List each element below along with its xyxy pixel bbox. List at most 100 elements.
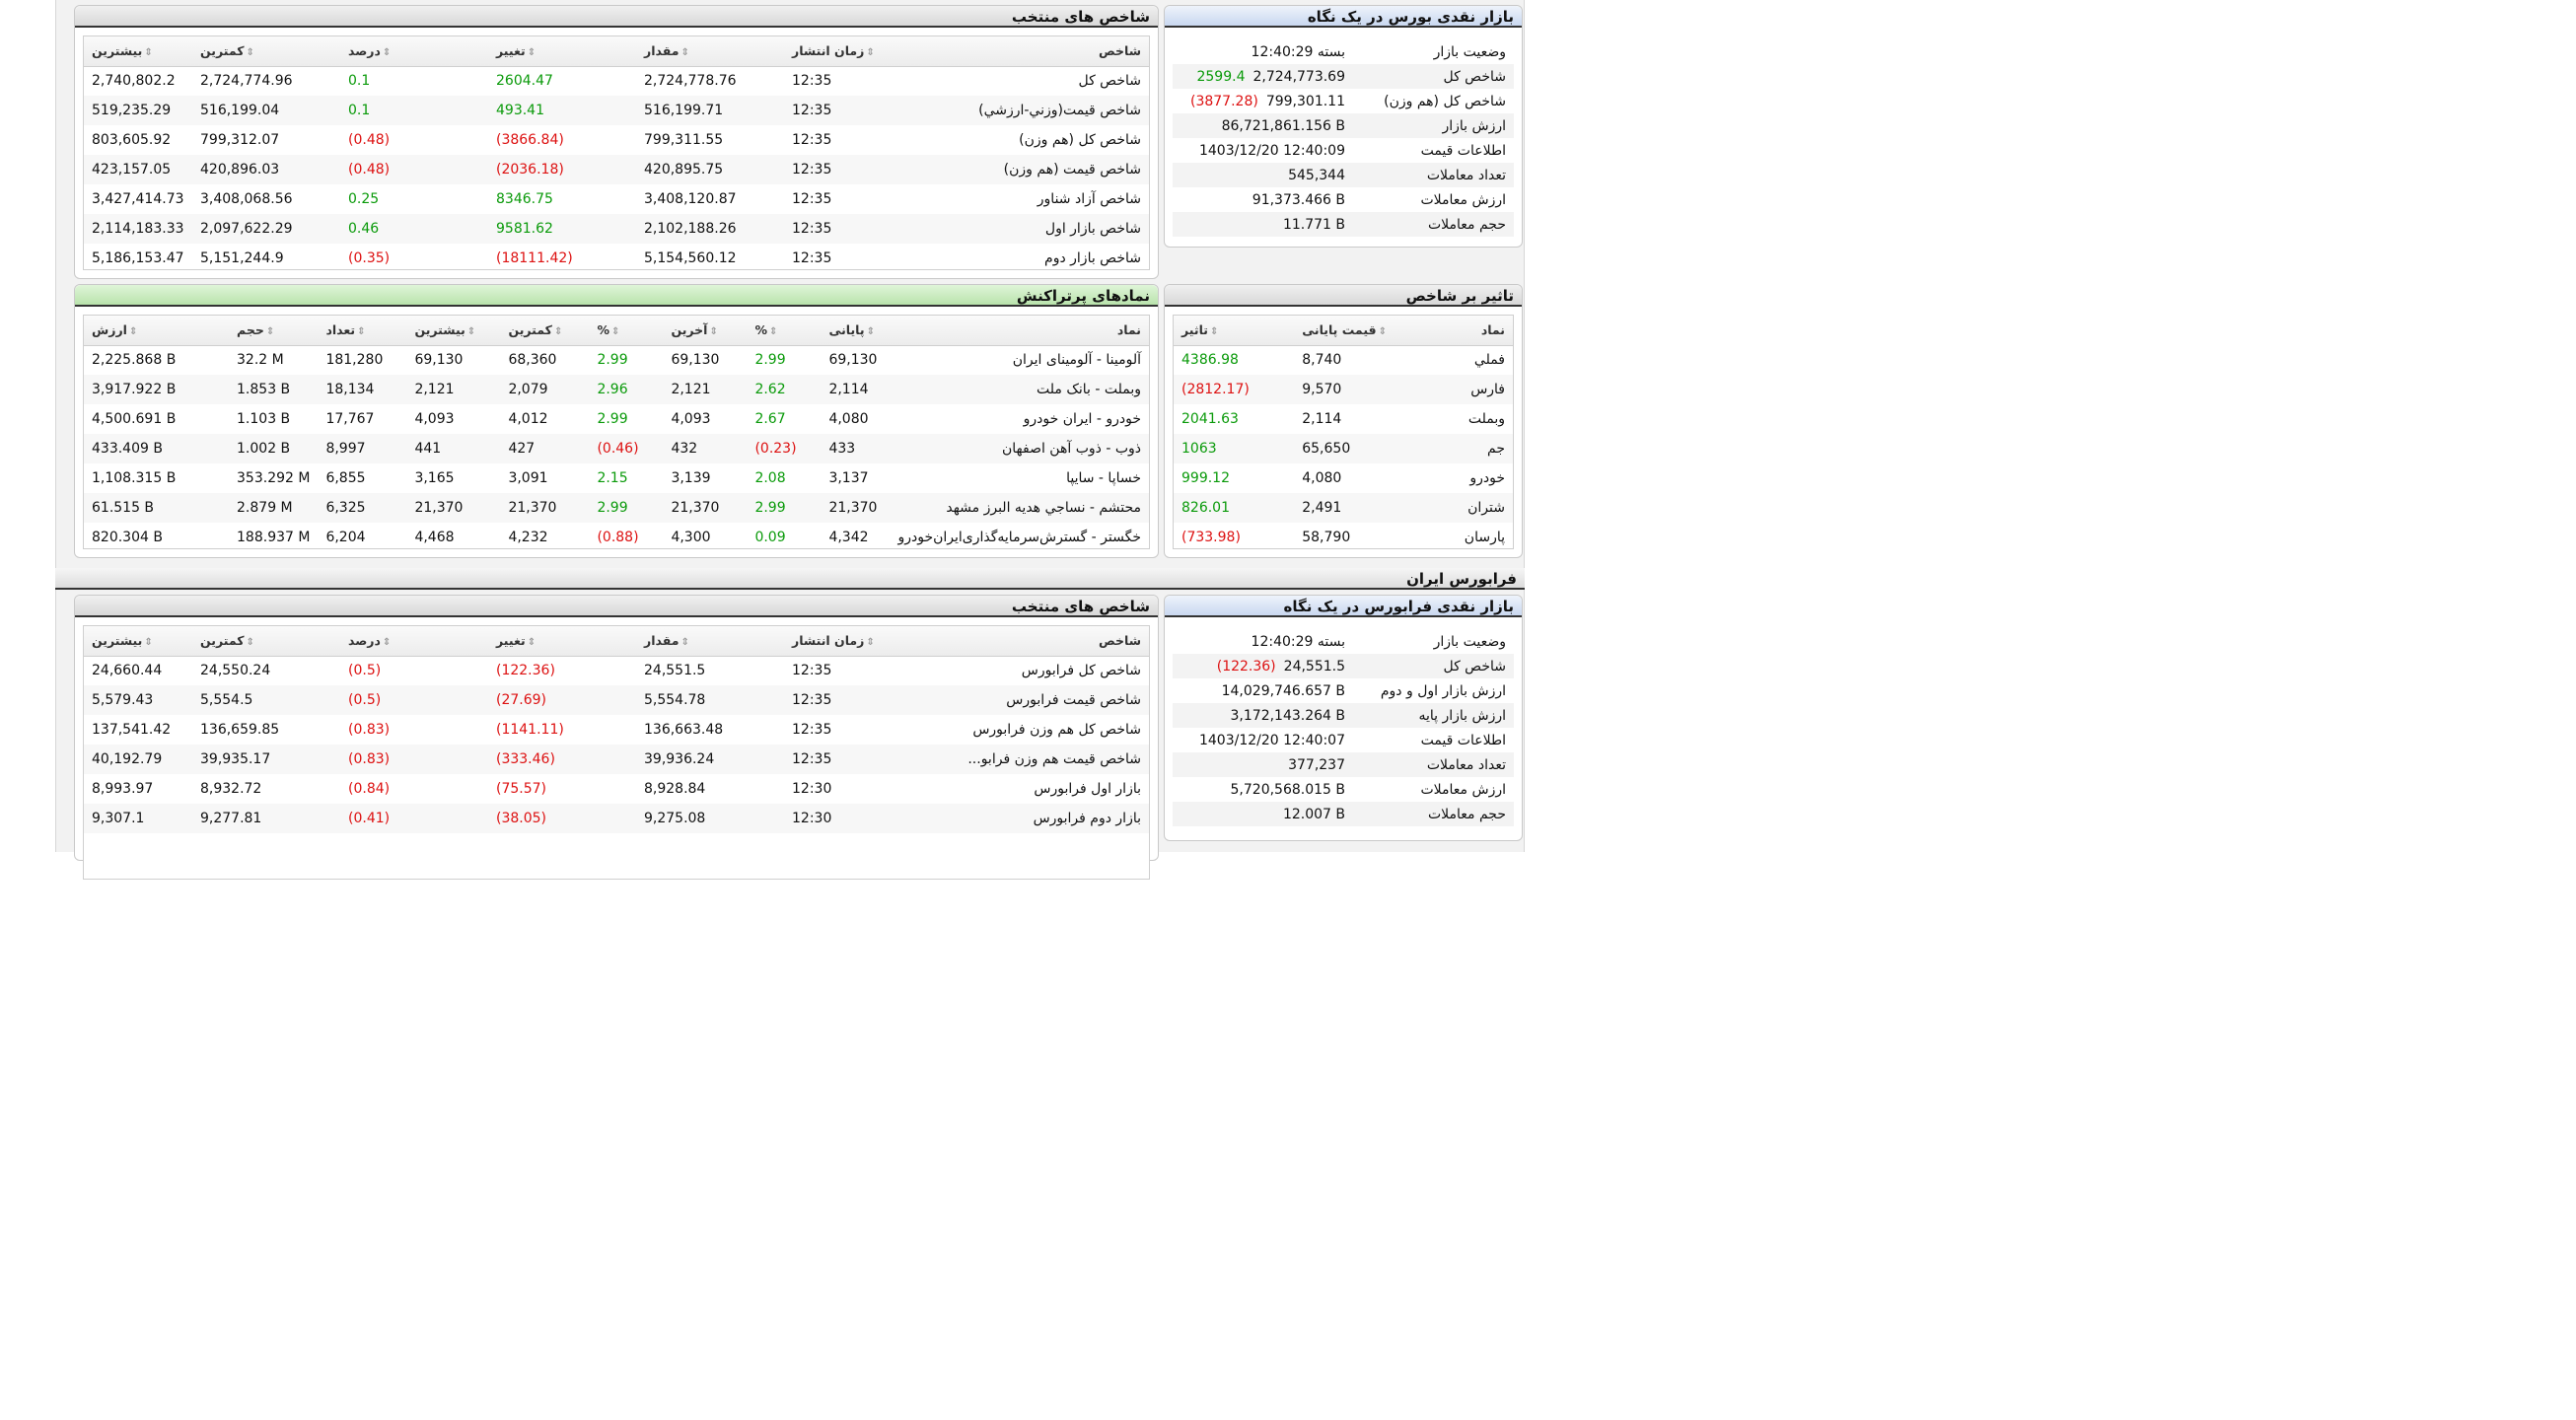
impact-symbol[interactable]: شتران [1395,493,1513,523]
bourse-glance-value: 1403/12/20 12:40:09 [1173,143,1351,159]
impact-symbol[interactable]: پارسان [1464,530,1505,545]
farabourse-index-row[interactable]: شاخص کل هم وزن فرابورس 12:35 136,663.48 (11… [84,715,1149,745]
busy-header-9[interactable]: ⇕ارزش [84,316,230,346]
bourse-glance-number: 11.771 B [1282,216,1345,233]
bourse-index-header-2[interactable]: ⇕مقدار [636,36,784,67]
busy-header-0[interactable]: نماد [890,316,1149,346]
bourse-index-row[interactable]: شاخص قيمت(وزني-ارزشي) 12:35 516,199.71 493.… [84,96,1149,125]
bourse-index-name[interactable]: شاخص قيمت (هم وزن) [902,155,1149,184]
busy-header-5[interactable]: ⇕کمترین [500,316,590,346]
busy-header-4[interactable]: ⇕% [589,316,664,346]
bourse-index-row[interactable]: شاخص بازار اول 12:35 2,102,188.26 9581.62 0.… [84,214,1149,244]
bourse-index-header-5[interactable]: ⇕کمترین [192,36,340,67]
busy-header-2[interactable]: ⇕% [747,316,822,346]
impact-row[interactable]: شتران 2,491 826.01 [1174,493,1513,523]
bourse-glance-value: 545,344 [1173,168,1351,183]
bourse-index-row[interactable]: شاخص کل (هم وزن) 12:35 799,311.55 (3866.84)… [84,125,1149,155]
farabourse-index-header-2[interactable]: ⇕مقدار [636,626,784,657]
impact-header-2[interactable]: ⇕تاثیر [1174,316,1295,346]
bourse-index-name[interactable]: شاخص کل (هم وزن) [1019,132,1141,148]
busy-symbol[interactable]: وبملت - بانک ملت [890,375,1149,404]
busy-symbol[interactable]: خساپا - سايپا [1066,470,1141,486]
busy-symbol[interactable]: ذوب - ذوب آهن اصفهان [890,434,1149,463]
busy-row[interactable]: آلومينا - آلومينای ایران 69,130 2.99 69,130… [84,345,1149,375]
busy-last: 4,300 [671,530,711,545]
farabourse-index-row[interactable]: بازار دوم فرابورس 12:30 9,275.08 (38.05) (0.… [84,804,1149,833]
busy-row[interactable]: خساپا - سايپا 3,137 2.08 3,139 2.15 3,091 3,16… [84,463,1149,493]
bourse-index-low: 799,312.07 [200,132,280,148]
farabourse-index-header-5[interactable]: ⇕کمترین [192,626,340,657]
impact-row[interactable]: فارس 9,570 (2812.17) [1174,375,1513,404]
farabourse-index-header-4[interactable]: ⇕درصد [340,626,488,657]
bourse-index-row[interactable]: شاخص کل 12:35 2,724,778.76 2604.47 0.1 2,724,… [84,66,1149,96]
busy-count: 8,997 [318,434,407,463]
bourse-index-name[interactable]: شاخص بازار اول [902,214,1149,244]
busy-symbol[interactable]: محتشم - نساجي هديه البرز مشهد [890,493,1149,523]
impact-header-0[interactable]: نماد [1395,316,1513,346]
bourse-index-header-4[interactable]: ⇕درصد [340,36,488,67]
farabourse-index-header-1[interactable]: ⇕زمان انتشار [784,626,902,657]
bourse-index-header-3[interactable]: ⇕تغییر [488,36,636,67]
busy-header-7[interactable]: ⇕تعداد [318,316,407,346]
farabourse-index-header-6[interactable]: ⇕بیشترین [84,626,192,657]
impact-row[interactable]: جم 65,650 1063 [1174,434,1513,463]
bourse-index-row[interactable]: شاخص قيمت (هم وزن) 12:35 420,895.75 (2036.1… [84,155,1149,184]
farabourse-index-header-3[interactable]: ⇕تغییر [488,626,636,657]
busy-header-8[interactable]: ⇕حجم [229,316,319,346]
busy-row[interactable]: وبملت - بانک ملت 2,114 2.62 2,121 2.96 2,079 2… [84,375,1149,404]
impact-effect: (2812.17) [1174,375,1295,404]
impact-header-1[interactable]: ⇕قیمت پایانی [1294,316,1395,346]
farabourse-index-name[interactable]: بازار اول فرابورس [1034,781,1141,797]
impact-row[interactable]: خودرو 4,080 999.12 [1174,463,1513,493]
farabourse-glance-label: ارزش بازار اول و دوم [1380,682,1506,699]
bourse-index-name[interactable]: شاخص آزاد شناور [1037,191,1141,207]
busy-header-6[interactable]: ⇕بیشترین [406,316,501,346]
busy-header-3[interactable]: ⇕آخرین [663,316,748,346]
bourse-index-header-1[interactable]: ⇕زمان انتشار [784,36,902,67]
bourse-index-name[interactable]: شاخص قيمت(وزني-ارزشي) [902,96,1149,125]
impact-symbol[interactable]: وبملت [1467,411,1505,427]
farabourse-glance-label: شاخص کل [1443,658,1506,674]
busy-row[interactable]: خودرو - ایران خودرو 4,080 2.67 4,093 2.99 4,0… [84,404,1149,434]
bourse-index-header-0[interactable]: شاخص [902,36,1149,67]
bourse-index-change: 9581.62 [488,214,636,244]
impact-symbol[interactable]: جم [1395,434,1513,463]
impact-row[interactable]: پارسان 58,790 (733.98) [1174,523,1513,552]
busy-symbol[interactable]: آلومينا - آلومينای ایران [1012,352,1141,369]
busy-row[interactable]: خگستر - گسترش‌سرمايه‌گذاری‌ايران‌خودرو 4,… [84,523,1149,552]
busy-header-1[interactable]: ⇕پایانی [821,316,891,346]
farabourse-index-name[interactable]: شاخص قیمت هم وزن فرابو... [902,745,1149,774]
bourse-index-name[interactable]: شاخص کل [1078,73,1141,90]
busy-row[interactable]: ذوب - ذوب آهن اصفهان 433 (0.23) 432 (0.46) 42… [84,434,1149,463]
impact-symbol[interactable]: فارس [1395,375,1513,404]
impact-row[interactable]: وبملت 2,114 2041.63 [1174,404,1513,434]
busy-symbol[interactable]: خودرو - ایران خودرو [1023,411,1141,427]
busy-high: 69,130 [414,352,464,369]
busy-last: 69,130 [671,352,720,369]
bourse-index-header-6[interactable]: ⇕بیشترین [84,36,192,67]
bourse-indices-title: شاخص های منتخب [75,6,1158,28]
farabourse-index-name[interactable]: شاخص قیمت فرابورس [902,685,1149,715]
busy-value: 61.515 B [84,493,230,523]
farabourse-glance-label: وضعیت بازار [1433,633,1506,650]
farabourse-index-name[interactable]: شاخص کل فرابورس [1021,663,1141,679]
bourse-index-row[interactable]: شاخص آزاد شناور 12:35 3,408,120.87 8346.75 0… [84,184,1149,214]
bourse-index-value: 516,199.71 [636,96,784,125]
farabourse-index-header-0[interactable]: شاخص [902,626,1149,657]
impact-row[interactable]: فملي 8,740 4386.98 [1174,345,1513,375]
farabourse-index-row[interactable]: شاخص قیمت فرابورس 12:35 5,554.78 (27.69) (0.… [84,685,1149,715]
farabourse-index-row[interactable]: شاخص کل فرابورس 12:35 24,551.5 (122.36) (0.5… [84,656,1149,685]
farabourse-index-row[interactable]: شاخص قیمت هم وزن فرابو... 12:35 39,936.24(… [84,745,1149,774]
bourse-index-value: 3,408,120.87 [644,191,737,207]
bourse-index-name[interactable]: شاخص بازار دوم [1044,250,1141,266]
farabourse-index-name[interactable]: شاخص کل هم وزن فرابورس [972,722,1141,738]
farabourse-index-name[interactable]: بازار دوم فرابورس [902,804,1149,833]
impact-symbol[interactable]: خودرو [1469,470,1505,486]
busy-row[interactable]: محتشم - نساجي هديه البرز مشهد 21,370 2.99 2… [84,493,1149,523]
farabourse-glance-number: 1403/12/20 12:40:07 [1198,732,1345,748]
busy-volume: 188.937 M [237,530,311,545]
bourse-index-row[interactable]: شاخص بازار دوم 12:35 5,154,560.12 (18111.42… [84,244,1149,273]
farabourse-index-row[interactable]: بازار اول فرابورس 12:30 8,928.84 (75.57) (0.… [84,774,1149,804]
busy-symbol[interactable]: خگستر - گسترش‌سرمايه‌گذاری‌ايران‌خودرو [897,530,1141,545]
impact-symbol[interactable]: فملي [1473,352,1505,369]
